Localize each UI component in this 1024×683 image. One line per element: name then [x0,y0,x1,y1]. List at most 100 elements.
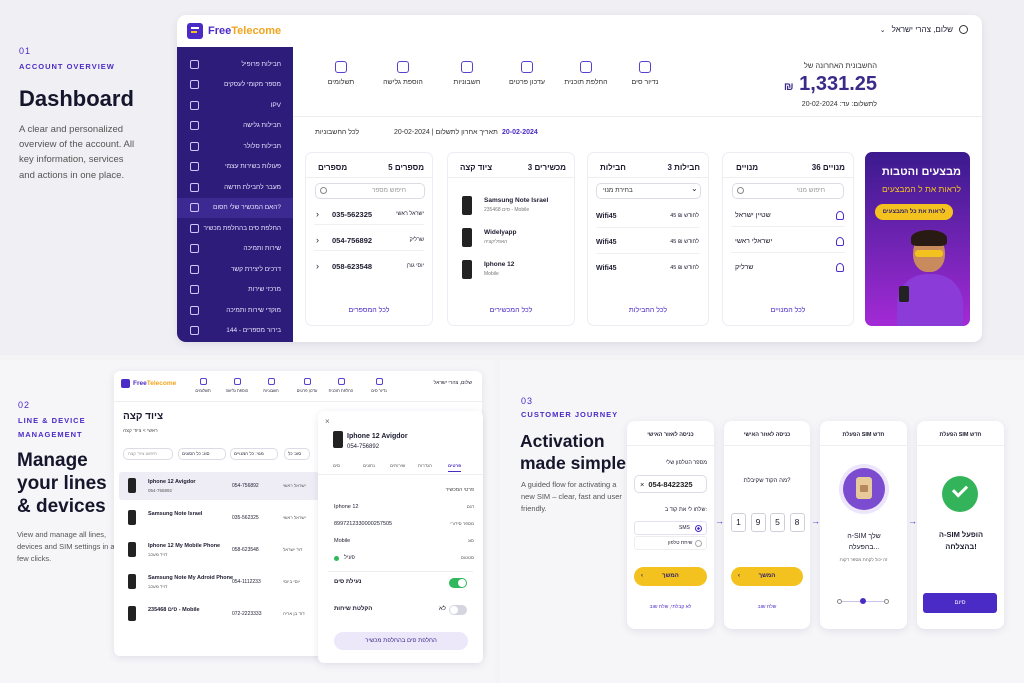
table-row[interactable]: סים 235468 - Mobile 072-2223333 דוד בן ארי… [119,600,319,628]
toolbar-item-label: החלפת תוכנית [328,388,354,393]
section-title: Activation made simple [520,431,627,473]
detail-tab[interactable]: הגדרות [418,463,432,468]
sidebar-item-label: מספר מקומי לעסקים [223,81,281,89]
all-devices-link[interactable]: לכל המכשירים [489,307,533,314]
table-row[interactable]: Iphone 12 Avigdor 054-756892 054-756892 ישר… [119,472,319,500]
toolbar-item[interactable]: הוספת גלישה [375,61,431,86]
all-invoices-link[interactable]: לכל החשבוניות [315,129,360,136]
app-logo[interactable]: FreeTelecome [187,23,281,39]
code-digit-input[interactable]: 8 [789,513,805,532]
detail-tab[interactable]: פרטים [448,463,462,472]
all-subscribers-link[interactable]: לכל המנויים [770,307,806,314]
sidebar-item[interactable]: האם המכשיר שלי חסום? [177,197,293,218]
sidebar-icon [190,162,199,172]
device-number: 058-623548 [232,547,259,553]
filter-select[interactable]: סוג: כל הסוגים [178,448,226,460]
sidebar-item[interactable]: פעולות בשירות עצמי [177,157,293,178]
toolbar-item[interactable]: חשבוניות [439,61,495,86]
call-record-toggle[interactable] [449,605,467,615]
section-label: CUSTOMER JOURNEY [521,410,619,419]
toolbar-item[interactable]: תשלומים [313,61,369,86]
all-packages-link[interactable]: לכל החבילות [628,307,668,314]
continue-button[interactable]: ‹ המשך [731,567,803,586]
detail-tab[interactable]: שירותים [390,463,406,468]
numbers-search-input[interactable]: חיפוש מספר [315,183,425,199]
table-row[interactable]: Iphone 12 My Mobile Phone דויד מעכב 058-62… [119,536,319,564]
chevron-right-icon[interactable]: › [316,261,319,271]
sidebar-item[interactable]: IPV [177,95,293,116]
device-name: Widelyapp [484,229,517,236]
toolbar-item[interactable]: החלפת תוכנית [326,378,356,393]
sidebar-item-label: חבילות גלישה [243,122,281,130]
device-number: 054-756892 [232,483,259,489]
chevron-right-icon[interactable]: › [316,209,319,219]
flow-arrow-icon: → [908,516,917,526]
sms-option[interactable]: SMS [634,521,707,535]
close-icon[interactable]: × [325,417,330,426]
sidebar-item[interactable]: מרכזי שירות [177,280,293,301]
finish-button[interactable]: סיום [923,593,997,613]
number-value: 035-562325 [332,210,373,219]
code-digit-input[interactable]: 1 [731,513,746,532]
section-description: View and manage all lines, devices and S… [17,530,115,563]
device-detail-panel: × Iphone 12 Avigdor 054-756892 פרטי המכש… [318,411,483,663]
packages-subscriber-select[interactable]: בחירת מנוי [596,183,701,199]
sidebar-item[interactable]: חבילות גלישה [177,116,293,137]
user-greeting[interactable]: שלום, צהרי ישראל [433,380,472,386]
search-icon [320,187,327,194]
chevron-right-icon[interactable]: › [316,235,319,245]
user-menu[interactable]: ⌄ שלום, צהרי ישראל [880,25,968,34]
sidebar-item[interactable]: החלפת סים בהחלפת מכשיר [177,218,293,239]
toolbar-item[interactable]: נדיור סים [617,61,673,86]
sidebar-item[interactable]: חבילות פרופיל [177,54,293,75]
number-owner: יוסי גורן [406,263,424,269]
toolbar-item[interactable]: החלפת תוכנית [558,61,614,86]
table-row[interactable]: Samsung Note Israel 035-562325 ישראל ראשי [119,504,319,532]
toolbar-item[interactable]: חשבוניות [256,378,286,393]
all-numbers-link[interactable]: לכל המספרים [348,307,390,314]
filter-select[interactable]: מנוי: כל המנויים [230,448,278,460]
breadcrumb[interactable]: ראשי > ציוד קצה [123,428,158,434]
promo-subtitle: לראות את ל המבצעים [882,184,961,194]
code-digit-input[interactable]: 9 [750,513,766,532]
detail-tab[interactable]: נתונים [363,463,375,468]
filter-select[interactable]: סוג: כל [284,448,310,460]
phone-icon [128,478,136,493]
sidebar-item[interactable]: 144 - בירור מספרים [177,321,293,342]
sim-success-card: הפעלת SIM חדש ה-SIM הופעל בהצלחה! סיום [917,421,1004,629]
resend-link[interactable]: לא קבלתי, שלח שוב [649,604,692,610]
sidebar-item-label: מוקדי שירות ותמיכה [226,306,281,314]
clear-icon[interactable]: × [640,480,645,489]
sidebar-item[interactable]: חבילות סלולר [177,136,293,157]
sidebar-item[interactable]: מוקדי שירות ותמיכה [177,300,293,321]
bill-bar: לכל החשבוניות תאריך אחרון לתשלום | 20-02… [315,127,875,141]
chevron-down-icon: ⌄ [879,26,886,34]
subscribers-search-input[interactable]: חיפוש מנוי [732,183,844,199]
sim-lock-toggle[interactable] [449,578,467,588]
device-name: Samsung Note Israel [148,511,203,517]
promo-cta-button[interactable]: לראות את כל המבצעים [875,204,953,220]
toolbar-item[interactable]: עדכון פרטים [499,61,555,86]
phone-input[interactable]: × 054-8422325 [634,475,707,493]
toolbar-item[interactable]: נדיור סים [364,378,394,393]
device-sub: Mobile [484,271,499,277]
app-logo[interactable]: FreeTelecome [121,379,176,388]
sidebar-item[interactable]: מעבר לחבילת חדשה [177,177,293,198]
device-search-input[interactable]: חיפוש ציוד קצה [123,448,173,460]
package-price: 45 ₪ לחודש [670,213,699,219]
sidebar-item[interactable]: דרכים ליצירת קשר [177,259,293,280]
sidebar-item[interactable]: שירות ותמיכה [177,239,293,260]
toolbar-item[interactable]: הוספת גלישה [222,378,252,393]
continue-button[interactable]: ‹ המשך [634,567,707,586]
table-row[interactable]: Samsung Note My Adroid Phone דויד מעכב 054… [119,568,319,596]
card-title: הפעלת SIM חדש [842,432,885,438]
replace-sim-button[interactable]: החלפת סים בהחלפת מכשיר [334,632,468,650]
toolbar-item[interactable]: עדכון פרטים [292,378,322,393]
toolbar-item[interactable]: תשלומים [188,378,218,393]
phone-call-option[interactable]: שיחת טלפון [634,536,707,550]
detail-tab[interactable]: סים [333,463,341,468]
sidebar-item[interactable]: מספר מקומי לעסקים [177,75,293,96]
promo-card[interactable]: מבצעים והטבות לראות את ל המבצעים לראות א… [865,152,970,326]
code-digit-input[interactable]: 5 [770,513,785,532]
resend-link[interactable]: שלח שוב [757,604,777,610]
